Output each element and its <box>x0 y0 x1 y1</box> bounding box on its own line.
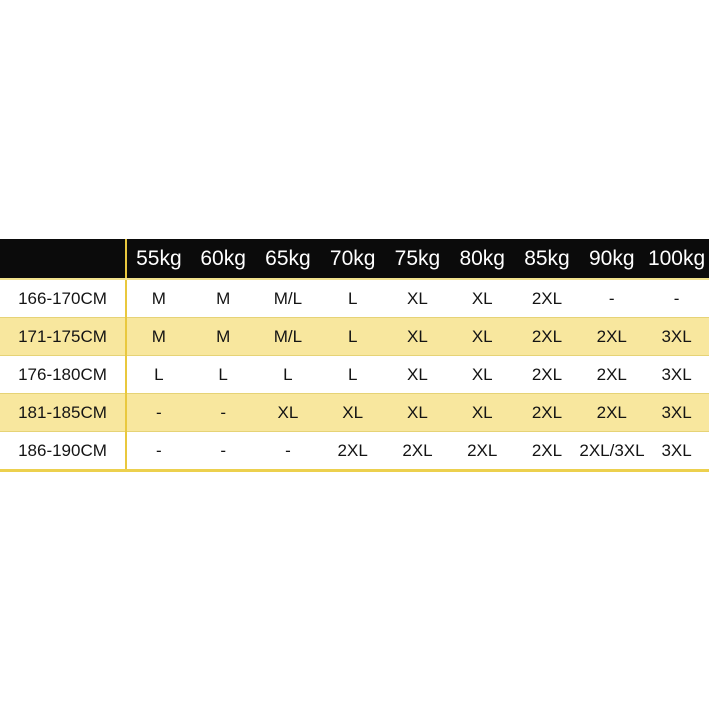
col-header-100kg: 100kg <box>644 239 709 280</box>
size-cell: 2XL <box>514 317 580 356</box>
size-cell: 2XL <box>514 393 580 432</box>
row-label: 171-175CM <box>0 317 127 356</box>
size-chart-table: 55kg 60kg 65kg 70kg 75kg 80kg 85kg 90kg … <box>0 239 709 472</box>
size-cell: M/L <box>255 279 321 318</box>
row-label: 181-185CM <box>0 393 127 432</box>
size-cell: M/L <box>255 317 321 356</box>
size-cell: 2XL <box>385 431 450 472</box>
size-cell: L <box>320 355 386 394</box>
table-row: 181-185CM - - XL XL XL XL 2XL 2XL 3XL <box>0 393 709 432</box>
size-cell: 2XL/3XL <box>579 431 645 472</box>
size-cell: XL <box>449 355 515 394</box>
size-cell: M <box>190 317 256 356</box>
size-cell: 2XL <box>579 355 645 394</box>
table-row: 186-190CM - - - 2XL 2XL 2XL 2XL 2XL/3XL … <box>0 431 709 472</box>
size-cell: 3XL <box>644 431 709 472</box>
size-cell: 3XL <box>644 355 709 394</box>
size-cell: 2XL <box>514 431 580 472</box>
size-cell: XL <box>449 317 515 356</box>
size-cell: XL <box>385 393 450 432</box>
table-row: 176-180CM L L L L XL XL 2XL 2XL 3XL <box>0 355 709 394</box>
size-cell: 2XL <box>579 317 645 356</box>
col-header-65kg: 65kg <box>255 239 321 280</box>
row-label: 186-190CM <box>0 431 127 472</box>
size-cell: XL <box>449 393 515 432</box>
size-cell: L <box>255 355 321 394</box>
col-header-55kg: 55kg <box>126 239 191 280</box>
table-row: 171-175CM M M M/L L XL XL 2XL 2XL 3XL <box>0 317 709 356</box>
table-row: 166-170CM M M M/L L XL XL 2XL - - <box>0 279 709 318</box>
size-cell: 3XL <box>644 393 709 432</box>
size-cell: L <box>190 355 256 394</box>
size-cell: M <box>126 279 191 318</box>
size-cell: 2XL <box>514 279 580 318</box>
size-cell: - <box>644 279 709 318</box>
col-header-70kg: 70kg <box>320 239 386 280</box>
size-cell: L <box>320 279 386 318</box>
col-header-80kg: 80kg <box>449 239 515 280</box>
size-cell: L <box>126 355 191 394</box>
size-cell: 2XL <box>514 355 580 394</box>
size-cell: 2XL <box>579 393 645 432</box>
table-header-row: 55kg 60kg 65kg 70kg 75kg 80kg 85kg 90kg … <box>0 239 709 280</box>
corner-cell <box>0 239 127 280</box>
size-cell: XL <box>255 393 321 432</box>
size-cell: M <box>190 279 256 318</box>
size-cell: XL <box>385 317 450 356</box>
row-label: 176-180CM <box>0 355 127 394</box>
size-cell: XL <box>320 393 386 432</box>
size-cell: 3XL <box>644 317 709 356</box>
size-cell: 2XL <box>449 431 515 472</box>
col-header-60kg: 60kg <box>190 239 256 280</box>
size-cell: - <box>126 393 191 432</box>
col-header-85kg: 85kg <box>514 239 580 280</box>
col-header-75kg: 75kg <box>385 239 450 280</box>
size-cell: - <box>190 431 256 472</box>
size-cell: XL <box>449 279 515 318</box>
size-cell: L <box>320 317 386 356</box>
size-cell: XL <box>385 355 450 394</box>
size-cell: - <box>190 393 256 432</box>
size-cell: - <box>126 431 191 472</box>
size-cell: - <box>255 431 321 472</box>
size-cell: M <box>126 317 191 356</box>
col-header-90kg: 90kg <box>579 239 645 280</box>
row-label: 166-170CM <box>0 279 127 318</box>
size-cell: 2XL <box>320 431 386 472</box>
size-cell: - <box>579 279 645 318</box>
size-cell: XL <box>385 279 450 318</box>
